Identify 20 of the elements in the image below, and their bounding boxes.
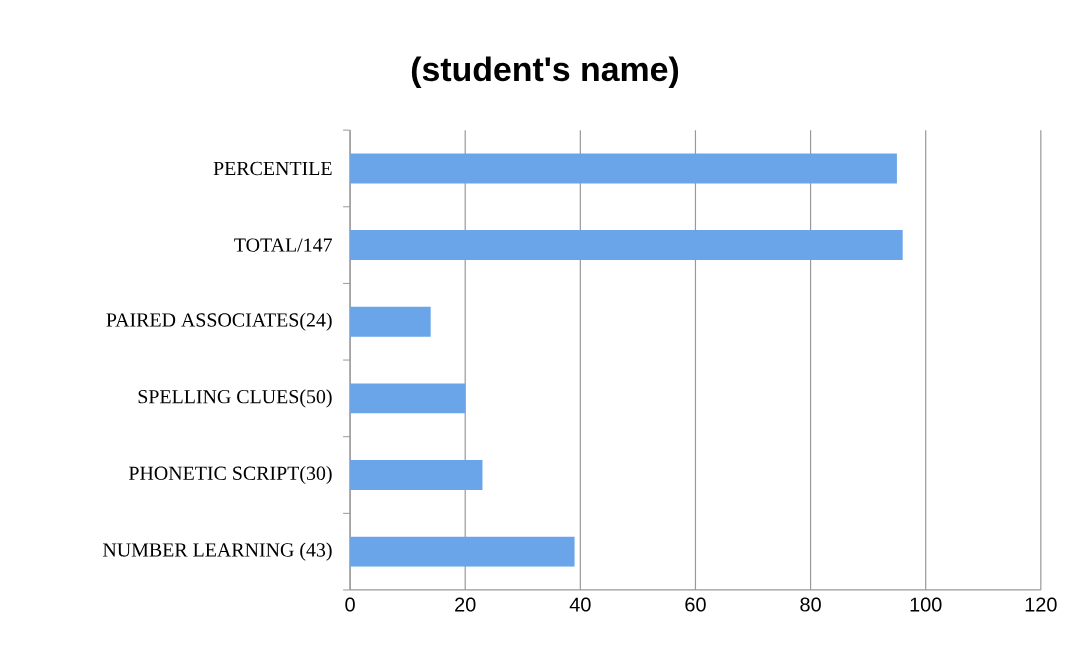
- x-tick-label: 0: [345, 597, 355, 612]
- x-tick-label: 100: [910, 597, 942, 612]
- chart-title: (student's name): [411, 56, 679, 88]
- y-tick-label: TOTAL/147: [234, 238, 332, 252]
- x-tick-label: 60: [685, 597, 706, 612]
- bar: [350, 230, 903, 261]
- bar: [350, 536, 575, 567]
- y-tick-label: NUMBER LEARNING (43): [103, 542, 332, 561]
- y-tick-label: SPELLING CLUES(50): [138, 389, 332, 408]
- bar: [350, 459, 483, 490]
- x-tick-label: 20: [455, 597, 476, 612]
- y-tick-label: PERCENTILE: [213, 161, 332, 176]
- bar: [350, 306, 431, 337]
- bar: [350, 153, 897, 184]
- y-tick-label: PAIRED ASSOCIATES(24): [106, 312, 332, 331]
- x-tick-label: 40: [569, 597, 591, 612]
- x-tick-label: 80: [800, 597, 821, 612]
- bar: [350, 383, 466, 414]
- y-tick-label: PHONETIC SCRIPT(30): [128, 465, 332, 484]
- x-tick-label: 120: [1025, 597, 1057, 612]
